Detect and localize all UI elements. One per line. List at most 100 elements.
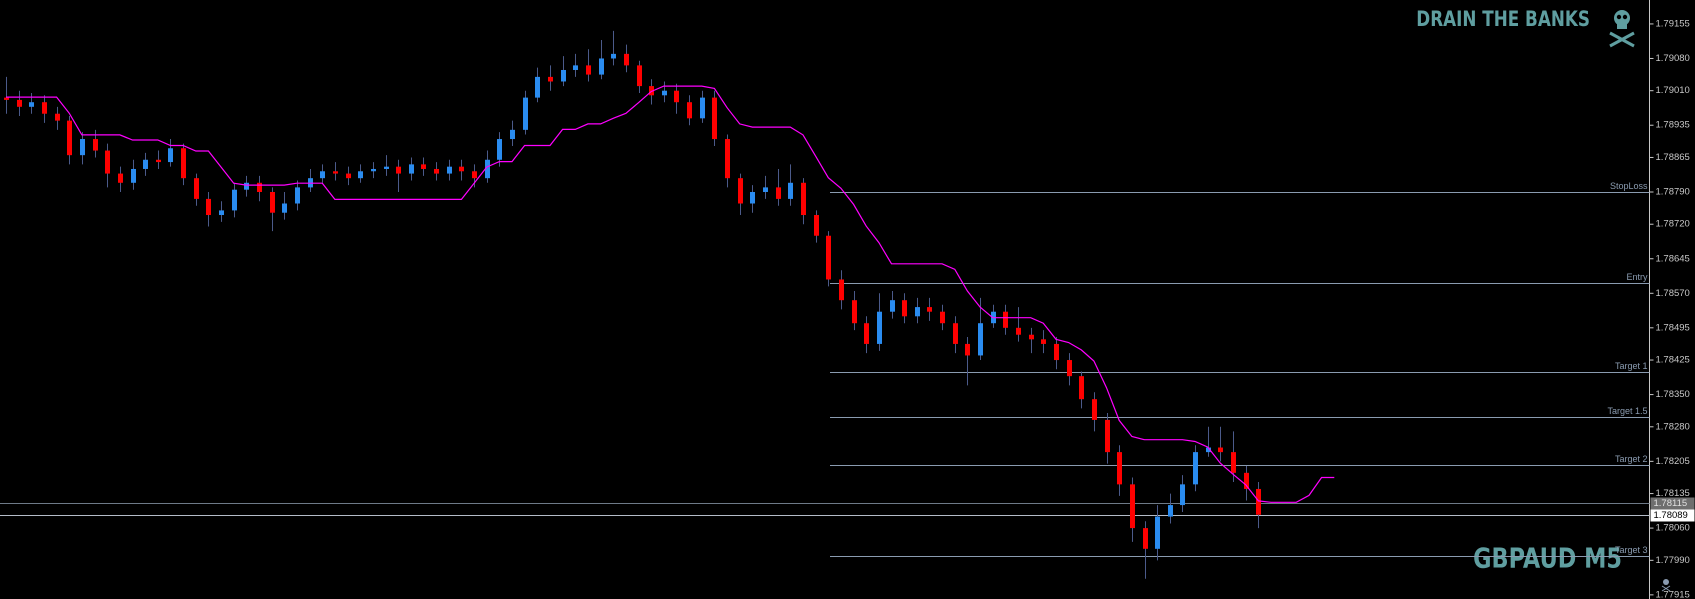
candle-body <box>485 159 490 179</box>
candle-body <box>788 182 793 199</box>
candle-body <box>624 53 629 66</box>
candle-body <box>662 90 667 96</box>
candle-body <box>320 171 325 179</box>
y-tick-label: 1.79080 <box>1656 53 1690 64</box>
candle-body <box>1067 360 1072 377</box>
candle-body <box>55 113 60 121</box>
candle-body <box>687 102 692 119</box>
candle-body <box>497 139 502 160</box>
y-tick-label: 1.78060 <box>1656 523 1690 534</box>
candle-body <box>561 69 566 82</box>
candle-body <box>1003 311 1008 328</box>
y-tick-label: 1.78135 <box>1656 488 1690 499</box>
candle-body <box>1130 484 1135 529</box>
y-tick-label: 1.78280 <box>1656 421 1690 432</box>
candle-body <box>434 168 439 174</box>
candle-body <box>1029 334 1034 340</box>
price-label: 1.78115 <box>1654 498 1688 509</box>
candle-body <box>1016 327 1021 335</box>
candle-body <box>978 323 983 356</box>
candle-body <box>940 311 945 324</box>
candle-body <box>232 189 237 211</box>
candle-body <box>637 65 642 87</box>
candle-body <box>409 164 414 174</box>
candle-body <box>1054 343 1059 361</box>
y-tick-label: 1.79010 <box>1656 85 1690 96</box>
y-tick-label: 1.78935 <box>1656 120 1690 131</box>
small-skull-icon <box>1661 579 1671 592</box>
candle-body <box>510 129 515 140</box>
candle-body <box>1218 447 1223 453</box>
level-label: Entry <box>1626 272 1648 282</box>
candle-body <box>105 150 110 174</box>
candle-body <box>814 215 819 236</box>
candle-body <box>1143 528 1148 549</box>
candle-body <box>1155 516 1160 549</box>
candle-body <box>965 343 970 356</box>
y-tick-label: 1.78790 <box>1656 187 1690 198</box>
candle-body <box>548 76 553 82</box>
candle-body <box>1256 488 1261 515</box>
y-tick-label: 1.78350 <box>1656 389 1690 400</box>
symbol-label: GBPAUD M5 <box>1473 541 1622 574</box>
candle-body <box>877 311 882 344</box>
candle-body <box>535 76 540 98</box>
candle-body <box>712 97 717 140</box>
candle-body <box>156 159 161 163</box>
candle-body <box>852 300 857 324</box>
level-label: Target 2 <box>1615 454 1648 464</box>
level-label: Target 3 <box>1615 545 1648 555</box>
candle-body <box>1244 472 1249 489</box>
candle-body <box>257 182 262 192</box>
candle-body <box>750 191 755 204</box>
candle-body <box>447 166 452 174</box>
candle-body <box>181 148 186 179</box>
candle-body <box>915 307 920 317</box>
candle-body <box>1180 484 1185 506</box>
candle-body <box>1206 447 1211 453</box>
candle-body <box>1105 419 1110 453</box>
candle-body <box>358 171 363 179</box>
candle-body <box>270 191 275 213</box>
candle-body <box>1193 452 1198 485</box>
candle-body <box>599 58 604 75</box>
price-box <box>1650 509 1695 522</box>
candle-body <box>725 139 730 179</box>
candle-body <box>700 97 705 119</box>
candle-body <box>674 90 679 103</box>
candle-body <box>17 99 22 107</box>
candle-body <box>371 168 376 172</box>
candle-body <box>839 279 844 301</box>
candle-body <box>219 210 224 216</box>
y-tick-label: 1.77915 <box>1656 589 1690 599</box>
candle-body <box>902 300 907 317</box>
candle-body <box>396 166 401 174</box>
candle-body <box>80 139 85 156</box>
y-tick-label: 1.78865 <box>1656 152 1690 163</box>
candle-body <box>826 235 831 280</box>
candle-body <box>586 65 591 75</box>
candle-body <box>333 171 338 174</box>
candle-body <box>118 173 123 183</box>
candle-body <box>459 166 464 172</box>
candle-body <box>864 323 869 344</box>
candle-body <box>346 173 351 179</box>
candle-body <box>168 148 173 163</box>
candle-body <box>763 187 768 192</box>
candle-body <box>67 120 72 156</box>
candle-body <box>1092 399 1097 420</box>
y-tick-label: 1.78495 <box>1656 322 1690 333</box>
candle-body <box>738 178 743 204</box>
candle-body <box>4 97 9 100</box>
skull-icon <box>1609 10 1635 48</box>
price-box <box>1650 497 1695 510</box>
candle-body <box>295 187 300 204</box>
level-label: Target 1.5 <box>1607 406 1647 416</box>
y-tick-label: 1.78645 <box>1656 253 1690 264</box>
candle-body <box>927 307 932 312</box>
candle-body <box>801 182 806 216</box>
level-label: Target 1 <box>1615 361 1648 371</box>
candle-body <box>1079 376 1084 400</box>
